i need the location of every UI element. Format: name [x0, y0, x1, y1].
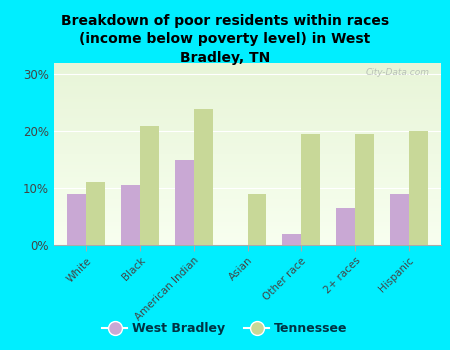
Bar — [86, 182, 105, 245]
Legend: West Bradley, Tennessee: West Bradley, Tennessee — [97, 317, 353, 340]
Bar — [194, 108, 212, 245]
Text: City-Data.com: City-Data.com — [365, 69, 429, 77]
Bar — [355, 134, 374, 245]
Text: Breakdown of poor residents within races
(income below poverty level) in West
Br: Breakdown of poor residents within races… — [61, 14, 389, 65]
Bar — [390, 194, 409, 245]
Bar — [68, 194, 86, 245]
Bar — [301, 134, 320, 245]
Bar — [175, 160, 194, 245]
Bar — [248, 194, 266, 245]
Bar — [409, 131, 428, 245]
Bar — [121, 185, 140, 245]
Bar — [283, 234, 301, 245]
Bar — [140, 126, 159, 245]
Bar — [336, 208, 355, 245]
